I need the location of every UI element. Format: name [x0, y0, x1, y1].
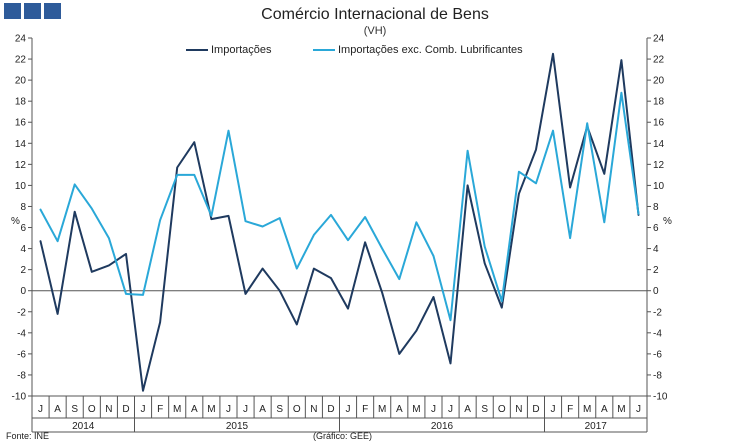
y-tick-label-right: 8 [653, 202, 659, 213]
x-tick-label: N [515, 404, 522, 415]
y-tick-label-left: 0 [20, 286, 26, 297]
y-tick-label-left: 2 [20, 265, 26, 276]
legend-item-importacoes-exc: Importações exc. Comb. Lubrificantes [313, 44, 523, 56]
y-tick-label-left: -10 [12, 392, 27, 403]
y-tick-label-left: -4 [17, 328, 26, 339]
x-tick-label: F [362, 404, 368, 415]
x-tick-label: M [412, 404, 420, 415]
y-tick-label-right: 2 [653, 265, 659, 276]
x-tick-label: D [122, 404, 129, 415]
x-tick-label: A [396, 404, 403, 415]
y-tick-label-right: -6 [653, 349, 662, 360]
chart-title: Comércio Internacional de Bens [261, 6, 489, 23]
x-tick-label: A [601, 404, 608, 415]
x-tick-label: F [157, 404, 163, 415]
y-tick-label-right: -2 [653, 307, 662, 318]
x-tick-label: J [226, 404, 231, 415]
y-tick-label-left: 22 [15, 55, 27, 66]
x-tick-label: J [636, 404, 641, 415]
y-tick-label-left: -6 [17, 349, 26, 360]
y-tick-label-right: -8 [653, 370, 662, 381]
logo-square-icon [24, 3, 41, 19]
y-axis-left-unit: % [11, 216, 20, 227]
y-tick-label-right: 10 [653, 181, 665, 192]
x-tick-label: O [498, 404, 506, 415]
x-tick-label: A [259, 404, 266, 415]
x-tick-label: A [54, 404, 61, 415]
x-tick-label: J [38, 404, 43, 415]
x-tick-label: M [173, 404, 181, 415]
chart-subtitle: (VH) [363, 25, 387, 37]
credit-note: (Gráfico: GEE) [313, 431, 373, 441]
y-tick-label-right: 24 [653, 34, 665, 45]
y-tick-label-left: 6 [20, 223, 26, 234]
y-axis-right-unit: % [663, 216, 672, 227]
x-tick-label: J [431, 404, 436, 415]
x-tick-label: J [346, 404, 351, 415]
x-tick-label: M [378, 404, 386, 415]
x-year-label: 2016 [431, 421, 454, 432]
x-tick-label: M [617, 404, 625, 415]
legend-swatch-importacoes-exc [313, 49, 335, 52]
x-tick-label: N [310, 404, 317, 415]
y-tick-label-left: 24 [15, 34, 27, 45]
y-tick-label-left: -2 [17, 307, 26, 318]
x-year-label: 2017 [585, 421, 608, 432]
x-tick-label: D [532, 404, 539, 415]
y-tick-label-left: 12 [15, 160, 27, 171]
y-tick-label-right: -4 [653, 328, 662, 339]
y-tick-label-right: 20 [653, 76, 665, 87]
y-tick-label-left: 20 [15, 76, 27, 87]
y-tick-label-left: 18 [15, 97, 27, 108]
y-tick-label-left: -8 [17, 370, 26, 381]
x-tick-label: M [583, 404, 591, 415]
x-tick-label: O [293, 404, 301, 415]
x-tick-label: J [448, 404, 453, 415]
x-tick-label: S [276, 404, 283, 415]
y-tick-label-right: 22 [653, 55, 665, 66]
source-note: Fonte: INE [6, 431, 50, 441]
x-tick-label: J [141, 404, 146, 415]
x-year-label: 2014 [72, 421, 95, 432]
x-tick-label: J [551, 404, 556, 415]
y-tick-label-right: 12 [653, 160, 665, 171]
x-tick-label: A [191, 404, 198, 415]
x-tick-label: M [207, 404, 215, 415]
logo-square-icon [4, 3, 21, 19]
x-tick-label: N [105, 404, 112, 415]
legend-item-importacoes: Importações [186, 44, 272, 56]
y-tick-label-left: 16 [15, 118, 27, 129]
legend-label-importacoes: Importações [211, 44, 272, 56]
y-tick-label-right: -10 [653, 392, 668, 403]
x-tick-label: O [88, 404, 96, 415]
y-tick-label-right: 4 [653, 244, 659, 255]
y-tick-label-right: 18 [653, 97, 665, 108]
x-tick-label: S [481, 404, 488, 415]
y-tick-label-left: 10 [15, 181, 27, 192]
x-tick-label: A [464, 404, 471, 415]
series-line-importacoes-exc [39, 91, 640, 322]
x-tick-label: D [327, 404, 334, 415]
y-tick-label-left: 4 [20, 244, 26, 255]
y-tick-label-right: 14 [653, 139, 665, 150]
logo-square-icon [44, 3, 61, 19]
y-tick-label-right: 6 [653, 223, 659, 234]
y-tick-label-left: 8 [20, 202, 26, 213]
x-year-label: 2015 [226, 421, 249, 432]
y-tick-label-right: 0 [653, 286, 659, 297]
x-tick-label: S [71, 404, 78, 415]
y-tick-label-right: 16 [653, 118, 665, 129]
x-tick-label: F [567, 404, 573, 415]
legend-swatch-importacoes [186, 49, 208, 52]
legend-label-importacoes-exc: Importações exc. Comb. Lubrificantes [338, 44, 523, 56]
x-tick-label: J [243, 404, 248, 415]
series-line-importacoes [39, 52, 640, 392]
y-tick-label-left: 14 [15, 139, 27, 150]
